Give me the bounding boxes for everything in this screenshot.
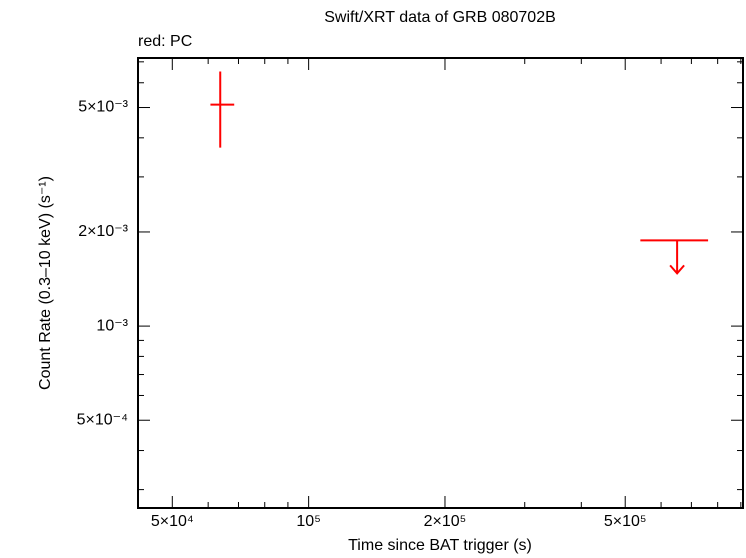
y-axis-label: Count Rate (0.3–10 keV) (s⁻¹) [37,176,54,390]
y-tick-label: 5×10⁻³ [78,99,128,116]
x-tick-label: 10⁵ [296,513,320,530]
chart-title: Swift/XRT data of GRB 080702B [324,9,556,26]
subtitle: red: PC [138,33,192,50]
x-tick-label: 5×10⁵ [604,513,647,530]
x-axis-label: Time since BAT trigger (s) [348,537,532,554]
y-tick-label: 2×10⁻³ [78,223,128,240]
upper-limit-arrow [669,240,685,275]
y-tick-label: 5×10⁻⁴ [77,411,128,428]
plot-frame [137,57,744,509]
x-tick-label: 5×10⁴ [151,513,194,530]
y-tick-label: 10⁻³ [96,317,128,334]
x-tick-label: 2×10⁵ [424,513,467,530]
